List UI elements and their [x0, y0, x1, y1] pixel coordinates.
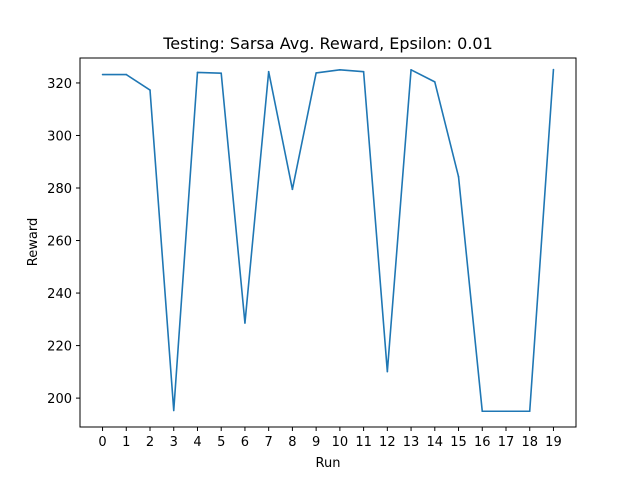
data-point	[386, 370, 389, 373]
data-point	[101, 73, 104, 76]
data-point	[196, 71, 199, 74]
series-line-reward	[102, 69, 555, 413]
data-point	[481, 410, 484, 413]
plot-area: 0 1 2 3 4 5 6 7 8 9 10 11 12 13 14 15 16 17 18 19 200220240…	[47, 57, 577, 450]
data-point	[505, 410, 507, 413]
y-tick-label: 260	[47, 235, 72, 250]
x-axis-label: Run	[316, 456, 341, 471]
data-point	[244, 322, 246, 324]
x-tick-label: 5	[217, 435, 225, 450]
x-tick-label: 1	[122, 435, 130, 450]
y-tick-label: 300	[47, 129, 72, 144]
data-point	[315, 72, 317, 74]
data-point	[339, 69, 341, 71]
x-tick-label: 18	[521, 435, 538, 450]
y-axis: 200 220 240 260 280 300 320	[47, 77, 80, 407]
data-point	[125, 73, 128, 76]
x-tick-label: 7	[265, 435, 273, 450]
data-point	[267, 70, 270, 73]
x-tick-label: 8	[288, 435, 296, 450]
x-tick-label: 14	[427, 435, 444, 450]
data-point	[291, 188, 294, 191]
x-tick-label: 10	[332, 435, 349, 450]
data-points	[101, 68, 555, 413]
y-tick-label: 240	[47, 287, 72, 302]
data-point	[552, 68, 555, 71]
data-point	[220, 72, 223, 75]
data-point	[410, 69, 412, 71]
x-tick-label: 0	[98, 435, 106, 450]
chart-title: Testing: Sarsa Avg. Reward, Epsilon: 0.0…	[162, 34, 493, 53]
y-tick-label: 280	[47, 182, 72, 197]
x-tick-label: 19	[545, 435, 562, 450]
x-tick-label: 11	[355, 435, 372, 450]
plot-frame	[79, 57, 577, 428]
y-tick-label: 320	[47, 77, 72, 92]
x-tick-label: 13	[403, 435, 420, 450]
x-tick-label: 4	[193, 435, 201, 450]
data-point	[457, 175, 460, 178]
x-tick-label: 3	[170, 435, 178, 450]
x-tick-label: 17	[498, 435, 515, 450]
data-point	[362, 70, 365, 73]
x-tick-label: 6	[241, 435, 249, 450]
data-point	[149, 89, 151, 91]
x-tick-label: 16	[474, 435, 491, 450]
y-tick-label: 200	[47, 392, 72, 407]
data-point	[528, 410, 531, 413]
data-point	[172, 409, 175, 412]
y-axis-label: Reward	[26, 218, 41, 266]
x-tick-label: 2	[146, 435, 154, 450]
x-tick-label: 15	[450, 435, 467, 450]
x-tick-label: 9	[312, 435, 320, 450]
x-axis: 0 1 2 3 4 5 6 7 8 9 10 11 12 13 14 15 16 17 18 19	[98, 427, 562, 450]
y-tick-label: 220	[47, 340, 72, 355]
data-point	[433, 81, 436, 83]
x-tick-label: 12	[379, 435, 396, 450]
